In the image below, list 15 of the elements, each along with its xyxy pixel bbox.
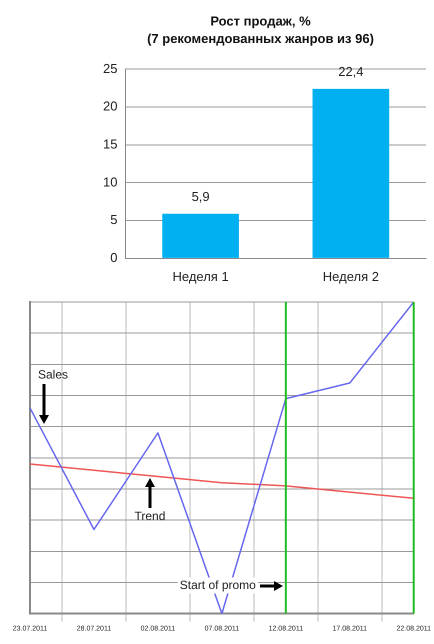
x-tick-label: Неделя 1 [172,268,229,284]
data-label: 22,4 [338,64,364,79]
x-tick-label: Неделя 2 [322,268,379,284]
y-tick-label: 20 [102,98,118,114]
data-label: 5,9 [192,188,210,204]
y-tick-label: 15 [102,136,118,152]
annotation: Sales [38,367,68,382]
annotation: Trend [134,508,166,523]
y-tick-label: 25 [102,60,118,76]
y-tick-label: 10 [102,174,118,190]
annotation: Start of promo [180,578,256,592]
chart-subtitle: (7 рекомендованных жанров из 96) [147,30,374,46]
chart-title: Рост продаж, % [210,13,312,28]
y-tick-label: 5 [110,212,118,228]
y-tick-label: 0 [110,250,118,265]
